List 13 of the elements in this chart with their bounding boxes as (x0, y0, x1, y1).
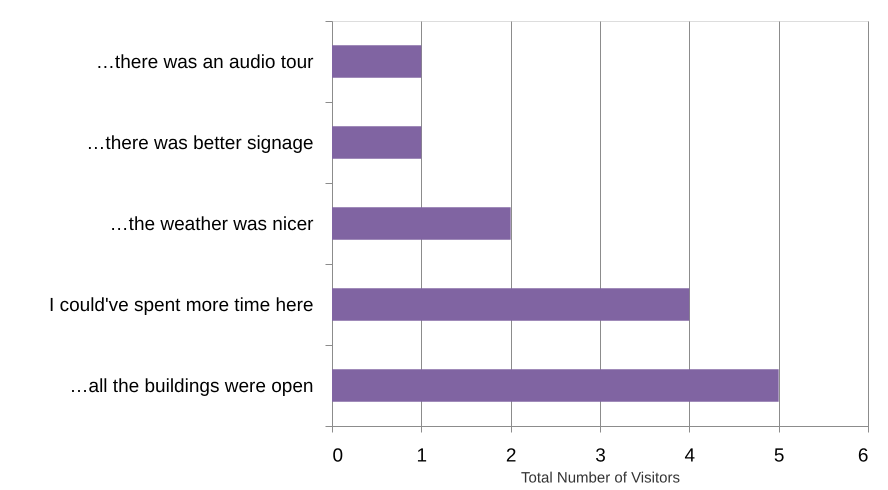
y-tick-label: …all the buildings were open (70, 376, 314, 397)
x-tick-label: 5 (774, 446, 784, 466)
x-tick-label: 0 (332, 446, 344, 466)
x-axis-title: Total Number of Visitors (521, 470, 680, 486)
y-tick-label: I could've spent more time here (49, 295, 314, 316)
x-tick-label: 2 (506, 446, 516, 466)
x-tick-label: 3 (595, 446, 606, 466)
y-tick-label: …there was an audio tour (96, 52, 314, 73)
x-tick-label: 6 (858, 446, 868, 466)
x-tick-label: 4 (684, 446, 696, 466)
y-tick-label: …the weather was nicer (110, 214, 314, 235)
x-tick-label: 1 (416, 446, 428, 466)
y-tick-label: …there was better signage (86, 133, 314, 154)
